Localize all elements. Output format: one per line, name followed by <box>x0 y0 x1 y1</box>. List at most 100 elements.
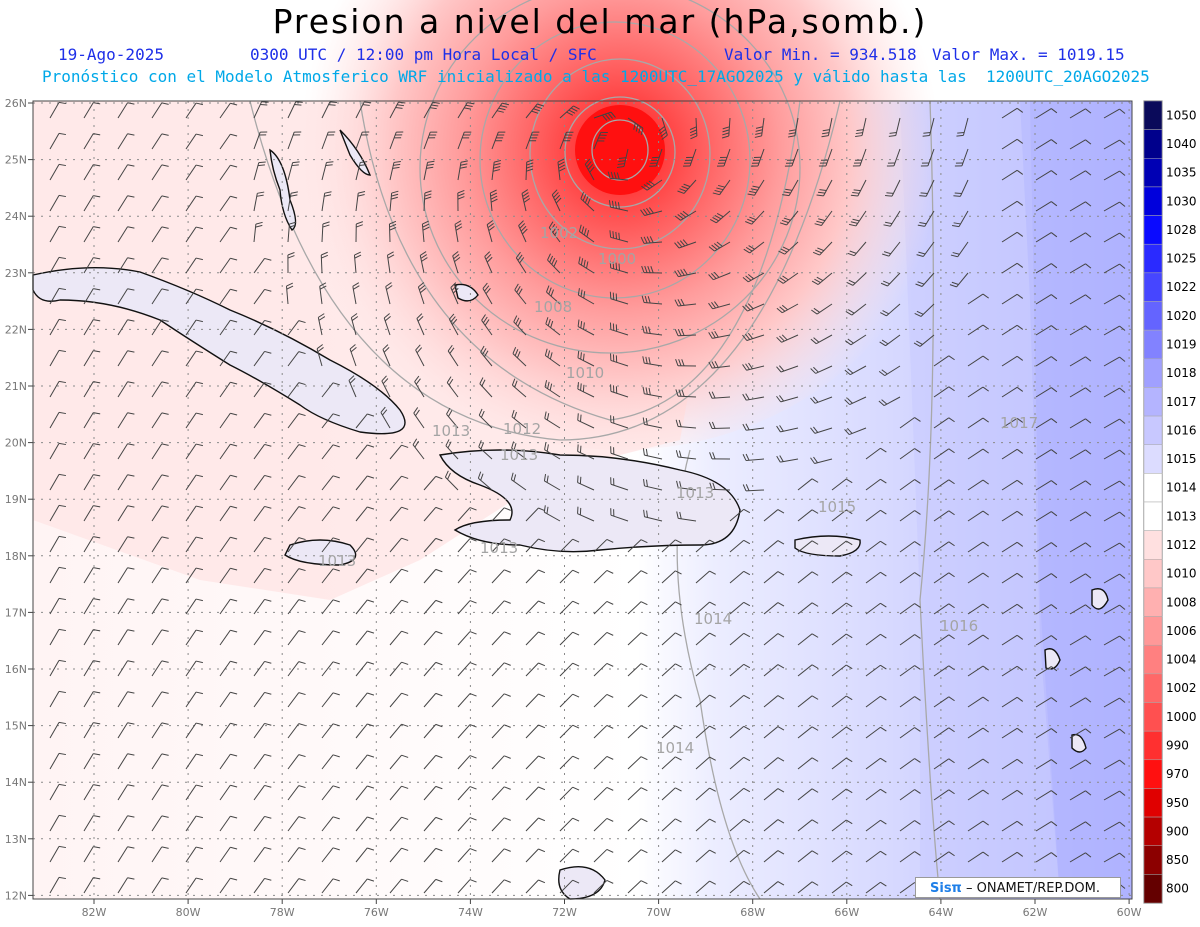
wind-barb <box>83 722 101 739</box>
wind-barb <box>49 132 67 150</box>
wind-barb <box>831 788 853 801</box>
wind-barb <box>544 348 561 367</box>
wind-barb <box>389 878 409 894</box>
wind-barb <box>747 179 765 196</box>
lat-label: 18N <box>5 550 27 563</box>
wind-barb <box>49 504 67 522</box>
wind-barb <box>355 101 372 119</box>
wind-barb <box>1001 727 1024 739</box>
wind-barb <box>389 816 409 832</box>
wind-barb <box>423 131 438 150</box>
wind-barb <box>865 819 887 832</box>
wind-barb <box>219 133 238 150</box>
wind-barb <box>1069 511 1092 522</box>
wind-barb <box>117 815 135 832</box>
axis-labels: 82W 80W 78W 76W 74W 72W 70W 68W 66W 64W 62W 60W 26N 2… <box>5 97 1142 919</box>
colorbar-swatch <box>1143 530 1163 560</box>
wind-barb <box>729 694 751 708</box>
wind-barb <box>1001 293 1024 305</box>
wind-barb <box>1103 418 1126 429</box>
wind-barb <box>899 541 921 553</box>
wind-barb <box>423 878 443 894</box>
wind-barb <box>899 758 921 770</box>
wind-barb <box>742 303 765 312</box>
wind-barb <box>763 540 785 553</box>
wind-barb <box>49 442 67 460</box>
wind-barb <box>321 537 340 553</box>
wind-barb <box>763 757 785 770</box>
wind-barb <box>933 386 955 398</box>
colorbar-swatch <box>1143 788 1163 818</box>
wind-barb <box>1035 573 1058 584</box>
wind-barb <box>423 190 432 212</box>
wind-barb <box>151 381 169 398</box>
wind-barb <box>544 411 561 429</box>
wind-barb <box>543 505 561 522</box>
wind-barb <box>967 820 989 832</box>
wind-barb <box>219 226 238 243</box>
wind-barb <box>421 220 430 243</box>
wind-barb <box>83 567 101 584</box>
wind-barb <box>1069 449 1092 460</box>
wind-barb <box>642 356 663 367</box>
wind-barb <box>185 505 203 522</box>
lon-label: 70W <box>646 906 671 919</box>
wind-barb <box>559 755 580 770</box>
wind-barbs <box>49 101 1126 894</box>
wind-barb <box>831 664 853 677</box>
wind-barb <box>1103 325 1126 336</box>
wind-barb <box>1103 759 1126 770</box>
wind-barb <box>797 757 819 770</box>
wind-barb <box>321 221 330 243</box>
wind-barb <box>350 313 359 336</box>
wind-barb <box>355 723 375 739</box>
colorbar-label: 1015 <box>1166 452 1197 466</box>
wind-barb <box>49 783 67 801</box>
wind-barb <box>83 505 101 522</box>
wind-barb <box>83 846 101 863</box>
lat-label: 21N <box>5 380 27 393</box>
wind-barb <box>83 102 101 119</box>
wind-barb <box>219 195 238 212</box>
wind-barb <box>389 160 401 181</box>
wind-barb <box>49 349 67 367</box>
wind-barb <box>899 603 921 615</box>
lon-label: 76W <box>364 906 389 919</box>
wind-barb <box>381 375 391 398</box>
wind-barb <box>1001 138 1024 150</box>
wind-barb <box>811 303 833 315</box>
wind-barb <box>525 662 546 677</box>
wind-barb <box>321 630 340 646</box>
isobar-label: 1016 <box>940 617 978 635</box>
wind-barb <box>729 632 751 646</box>
wind-barb <box>83 195 101 212</box>
wind-barb <box>423 723 443 739</box>
colorbar-swatch <box>1143 730 1163 761</box>
wind-barb <box>287 661 306 677</box>
wind-barb <box>1001 169 1024 181</box>
wind-barb <box>661 570 682 584</box>
wind-barb <box>117 288 135 305</box>
wind-barb <box>814 210 833 227</box>
colorbar-label: 1016 <box>1166 423 1197 437</box>
wind-barb <box>1001 324 1024 336</box>
wind-barb <box>253 257 272 274</box>
wind-barb <box>253 846 272 863</box>
colorbar-label: 800 <box>1166 882 1189 896</box>
wind-barb <box>967 293 989 305</box>
wind-barb <box>83 474 101 491</box>
wind-barb <box>695 570 716 584</box>
wind-barb <box>559 693 580 708</box>
wind-barb <box>253 191 265 212</box>
wind-barb <box>776 303 799 314</box>
wind-barb <box>525 631 546 646</box>
wind-barb <box>457 160 468 181</box>
wind-barb <box>419 251 428 274</box>
wind-barb <box>423 160 435 181</box>
wind-barb <box>967 789 989 801</box>
wind-barb <box>750 148 765 167</box>
wind-barb <box>219 505 238 522</box>
wind-barb <box>1035 139 1058 150</box>
colorbar-label: 950 <box>1166 796 1189 810</box>
wind-barb <box>933 851 955 863</box>
